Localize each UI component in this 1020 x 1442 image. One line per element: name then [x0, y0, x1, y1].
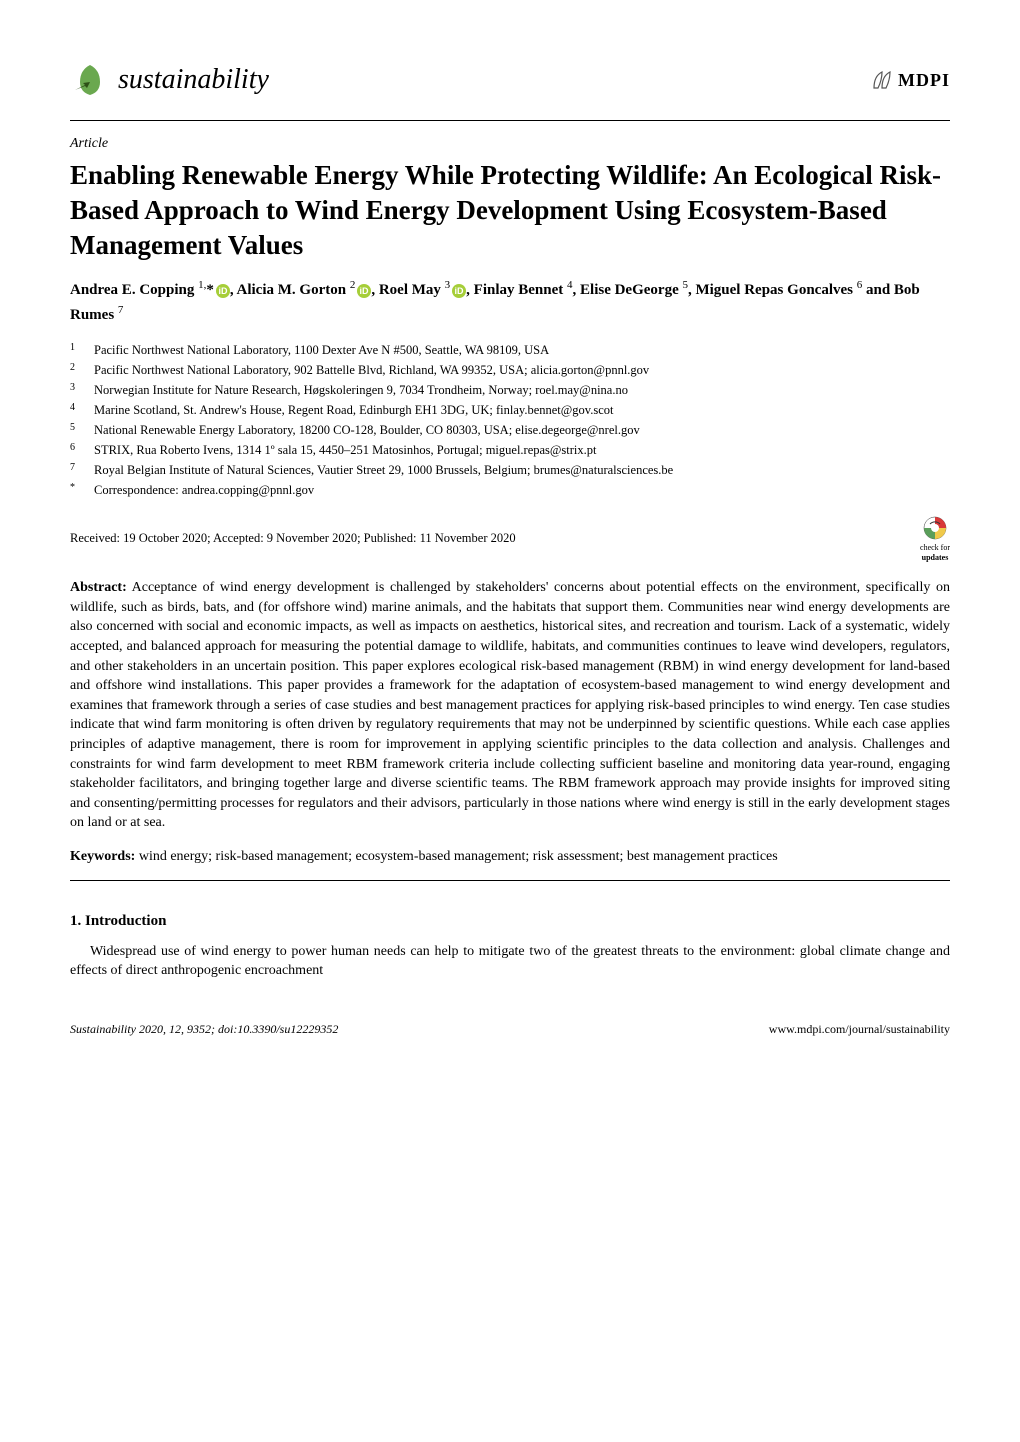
orcid-icon: iD	[357, 284, 371, 298]
header-row: sustainability MDPI	[70, 60, 950, 100]
affiliation-row: 6 STRIX, Rua Roberto Ivens, 1314 1º sala …	[70, 440, 950, 460]
affiliation-num: 2	[70, 360, 84, 380]
journal-brand: sustainability	[70, 60, 269, 100]
affiliation-row: 5 National Renewable Energy Laboratory, 1…	[70, 420, 950, 440]
affiliations-block: 1 Pacific Northwest National Laboratory, …	[70, 340, 950, 500]
affiliation-text: National Renewable Energy Laboratory, 18…	[94, 420, 640, 440]
affiliation-row: 3 Norwegian Institute for Nature Research…	[70, 380, 950, 400]
header-rule	[70, 120, 950, 121]
svg-text:iD: iD	[455, 286, 465, 296]
publisher-logo: MDPI	[870, 68, 950, 92]
journal-name: sustainability	[118, 61, 269, 99]
svg-text:iD: iD	[360, 286, 370, 296]
check-updates-line1: check for	[920, 544, 950, 552]
authors-line: Andrea E. Copping 1,*iD, Alicia M. Gorto…	[70, 277, 950, 326]
orcid-icon: iD	[452, 284, 466, 298]
affiliation-num: 6	[70, 440, 84, 460]
affiliation-text: Marine Scotland, St. Andrew's House, Reg…	[94, 400, 613, 420]
svg-text:iD: iD	[218, 286, 228, 296]
affiliation-num: 1	[70, 340, 84, 360]
footer-url: www.mdpi.com/journal/sustainability	[769, 1021, 950, 1037]
dates-text: Received: 19 October 2020; Accepted: 9 N…	[70, 530, 516, 547]
affiliation-text: Pacific Northwest National Laboratory, 1…	[94, 340, 549, 360]
footer-row: Sustainability 2020, 12, 9352; doi:10.33…	[70, 1021, 950, 1037]
publisher-name: MDPI	[898, 68, 950, 92]
article-type: Article	[70, 135, 950, 154]
keywords-text: wind energy; risk-based management; ecos…	[139, 849, 778, 864]
keywords-label: Keywords:	[70, 849, 135, 864]
check-for-updates-badge[interactable]: check for updates	[920, 514, 950, 562]
affiliation-num: 3	[70, 380, 84, 400]
abstract-label: Abstract:	[70, 580, 127, 595]
affiliation-num: 5	[70, 420, 84, 440]
dates-row: Received: 19 October 2020; Accepted: 9 N…	[70, 514, 950, 562]
affiliation-text: Correspondence: andrea.copping@pnnl.gov	[94, 480, 314, 500]
affiliation-row: 7 Royal Belgian Institute of Natural Scie…	[70, 460, 950, 480]
check-updates-icon	[921, 514, 949, 542]
section-body: Widespread use of wind energy to power h…	[70, 942, 950, 981]
affiliation-row: * Correspondence: andrea.copping@pnnl.gov	[70, 480, 950, 500]
affiliation-text: Pacific Northwest National Laboratory, 9…	[94, 360, 649, 380]
section-heading: 1. Introduction	[70, 911, 950, 931]
keywords-block: Keywords: wind energy; risk-based manage…	[70, 847, 950, 867]
check-updates-line2: updates	[922, 554, 949, 562]
mdpi-icon	[870, 68, 894, 92]
orcid-icon: iD	[216, 284, 230, 298]
keywords-rule	[70, 880, 950, 881]
affiliation-text: Norwegian Institute for Nature Research,…	[94, 380, 628, 400]
abstract-block: Abstract: Acceptance of wind energy deve…	[70, 578, 950, 833]
article-title: Enabling Renewable Energy While Protecti…	[70, 158, 950, 263]
footer-citation: Sustainability 2020, 12, 9352; doi:10.33…	[70, 1021, 338, 1037]
affiliation-row: 2 Pacific Northwest National Laboratory, …	[70, 360, 950, 380]
affiliation-row: 4 Marine Scotland, St. Andrew's House, Re…	[70, 400, 950, 420]
abstract-text: Acceptance of wind energy development is…	[70, 580, 950, 830]
affiliation-text: STRIX, Rua Roberto Ivens, 1314 1º sala 1…	[94, 440, 597, 460]
journal-logo-icon	[70, 60, 110, 100]
affiliation-row: 1 Pacific Northwest National Laboratory, …	[70, 340, 950, 360]
affiliation-num: 7	[70, 460, 84, 480]
affiliation-num: *	[70, 480, 84, 500]
affiliation-num: 4	[70, 400, 84, 420]
affiliation-text: Royal Belgian Institute of Natural Scien…	[94, 460, 673, 480]
